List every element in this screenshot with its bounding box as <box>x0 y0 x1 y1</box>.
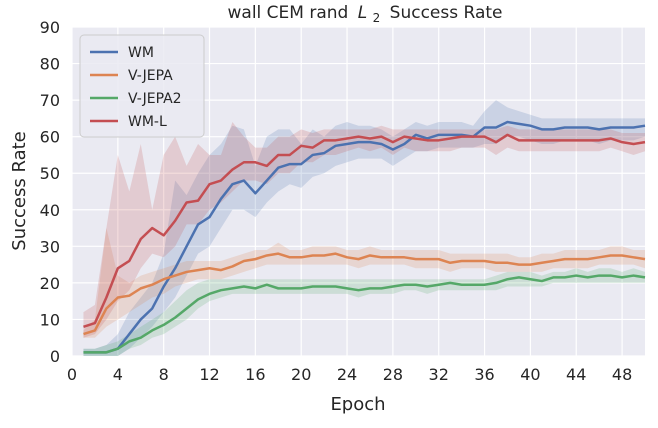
band-wm-l <box>83 122 645 338</box>
y-tick-label: 60 <box>40 128 60 147</box>
legend-label-wm-l: WM-L <box>128 114 167 130</box>
x-tick-label: 20 <box>291 365 311 384</box>
x-tick-label: 36 <box>474 365 494 384</box>
series-line-v-jepa <box>83 252 646 336</box>
chart-title-math: L <box>358 3 367 23</box>
x-tick-label: 44 <box>566 365 586 384</box>
y-tick-label: 10 <box>40 310 60 329</box>
y-tick-label: 20 <box>40 274 60 293</box>
series-line-wm <box>83 120 646 354</box>
y-tick-label: 0 <box>50 347 60 366</box>
x-tick-label: 40 <box>520 365 540 384</box>
y-tick-label: 50 <box>40 164 60 183</box>
x-tick-label: 4 <box>113 365 123 384</box>
x-tick-label: 32 <box>429 365 449 384</box>
x-tick-label: 28 <box>383 365 403 384</box>
legend-box <box>79 34 205 138</box>
x-tick-label: 12 <box>199 365 219 384</box>
x-tick-label: 0 <box>67 365 77 384</box>
y-tick-label: 70 <box>40 91 60 110</box>
y-tick-label: 80 <box>40 55 60 74</box>
chart-title: wall CEM rand L 2 Success Rate <box>228 3 503 27</box>
band-wm <box>83 100 645 356</box>
y-tick-label: 30 <box>40 237 60 256</box>
chart-title-subscript: 2 <box>373 11 381 25</box>
y-tick-label: 90 <box>40 18 60 37</box>
x-tick-label: 16 <box>245 365 265 384</box>
legend-label-v-jepa2: V-JEPA2 <box>128 91 182 107</box>
y-tick-label: 40 <box>40 201 60 220</box>
legend-label-v-jepa: V-JEPA <box>128 68 173 84</box>
legend: WM V-JEPA V-JEPA2 WM-L <box>79 34 205 138</box>
x-tick-label: 8 <box>159 365 169 384</box>
x-axis-label: Epoch <box>330 394 385 415</box>
x-tick-label: 48 <box>612 365 632 384</box>
band-v-jepa <box>83 228 645 338</box>
legend-label-wm: WM <box>128 45 154 61</box>
series-line-wm-l <box>83 133 646 328</box>
y-axis-label: Success Rate <box>9 131 30 250</box>
chart-title-text: wall CEM rand <box>228 3 349 23</box>
chart-title-suffix: Success Rate <box>390 3 503 23</box>
x-tick-label: 24 <box>337 365 357 384</box>
series-line-v-jepa2 <box>83 274 646 354</box>
